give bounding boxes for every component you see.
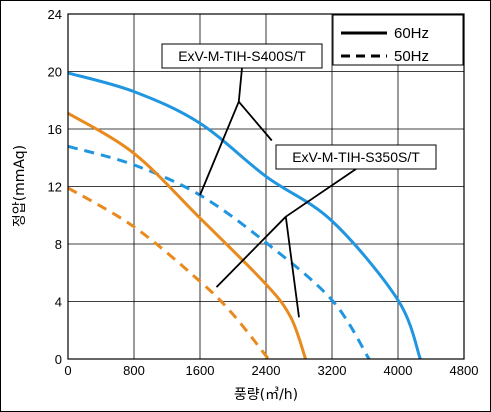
- y-tick-label: 12: [48, 180, 62, 195]
- series-line-s400-60hz: [67, 71, 422, 360]
- x-tick-label: 3200: [318, 363, 347, 378]
- series-line-s350-60hz: [67, 111, 308, 360]
- y-tick-label: 24: [48, 7, 62, 22]
- series-line-s400-50hz: [67, 144, 371, 360]
- callout-box-s350: [275, 144, 437, 170]
- legend-60hz-label: 60Hz: [394, 25, 429, 42]
- x-tick-label: 1600: [186, 363, 215, 378]
- y-axis-title: 정압(mmAq): [12, 145, 28, 227]
- y-tick-label: 8: [55, 237, 62, 252]
- tick-labels: 0 800 1600 2400 3200 4000 4800 0 4 8 12 16 20 24: [48, 7, 479, 378]
- plot-frame: [67, 13, 465, 360]
- callout-pointer: [215, 216, 287, 288]
- callout-label-s400: ExV-M-TIH-S400S/T: [161, 43, 323, 69]
- callout-layer: [199, 67, 357, 318]
- series-line-s350-50hz: [67, 186, 270, 360]
- callout-label-s350: ExV-M-TIH-S350S/T: [275, 144, 437, 170]
- callout-pointer: [238, 101, 273, 142]
- legend-50hz-label: 50Hz: [394, 48, 429, 65]
- legend: 60Hz 50Hz: [332, 14, 464, 66]
- legend-box: [332, 14, 464, 66]
- callout-text-s350: ExV-M-TIH-S350S/T: [292, 149, 420, 165]
- x-tick-label: 2400: [252, 363, 281, 378]
- y-tick-label: 16: [48, 122, 62, 137]
- series-layer: [67, 71, 422, 360]
- callout-pointer: [284, 216, 300, 318]
- x-axis-title: 풍량(㎥/h): [234, 387, 298, 403]
- x-tick-label: 0: [64, 363, 71, 378]
- x-tick-label: 4800: [450, 363, 479, 378]
- x-tick-label: 4000: [384, 363, 413, 378]
- callout-leader: [237, 67, 243, 102]
- callout-text-s400: ExV-M-TIH-S400S/T: [178, 48, 306, 64]
- callout-pointer: [199, 101, 240, 196]
- callout-box-s400: [161, 43, 323, 69]
- x-tick-label: 800: [123, 363, 145, 378]
- y-tick-label: 4: [55, 295, 62, 310]
- y-tick-label: 20: [48, 65, 62, 80]
- y-tick-label: 0: [55, 352, 62, 367]
- callout-leader: [285, 168, 357, 218]
